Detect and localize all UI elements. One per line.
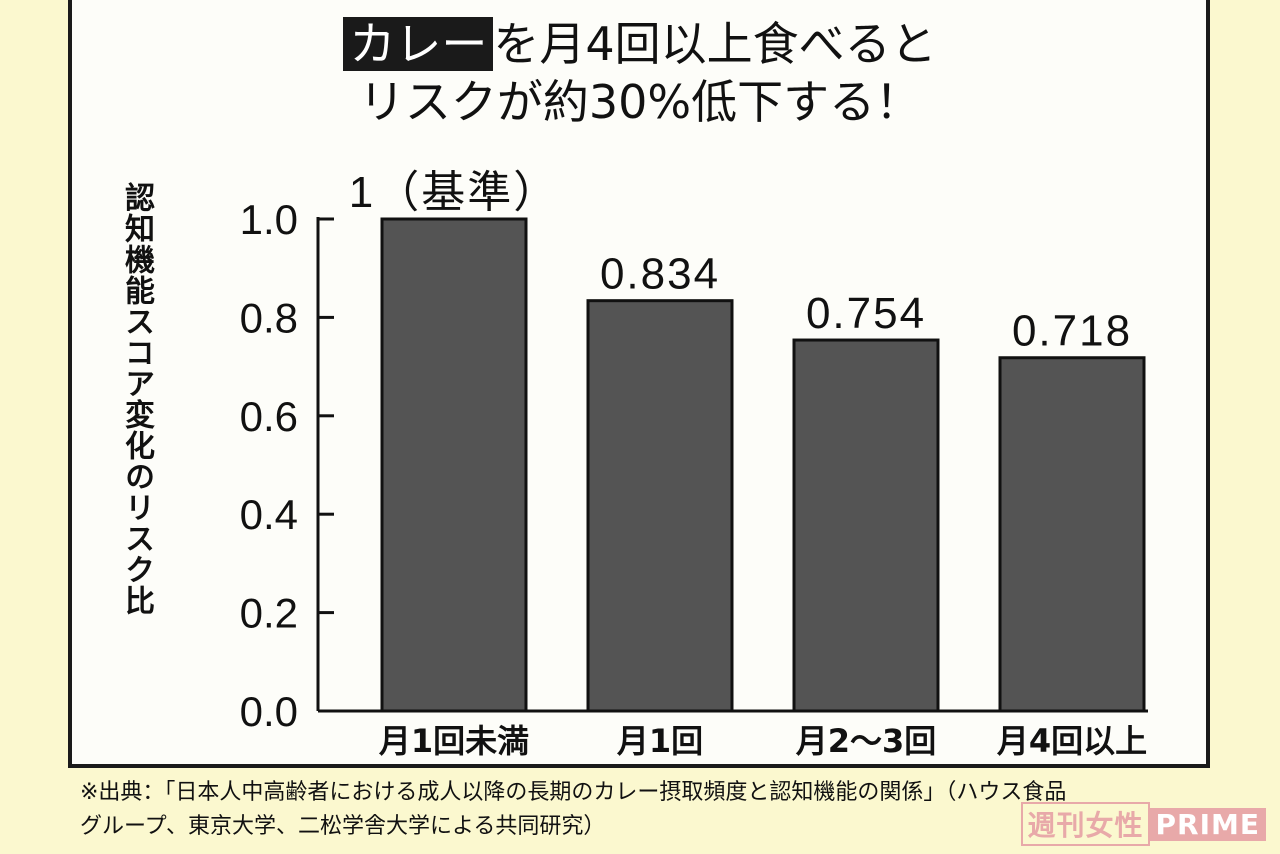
data-label: 1（基準） <box>349 168 559 217</box>
category-label: 月2〜3回 <box>796 722 937 760</box>
y-tick-label: 1.0 <box>240 196 298 243</box>
category-label: 月1回未満 <box>379 722 529 760</box>
category-label: 月4回以上 <box>997 722 1147 760</box>
title-line1-rest: を月4回以上食べると <box>493 17 937 71</box>
y-tick-label: 0.2 <box>240 590 298 637</box>
bar <box>998 356 1146 713</box>
bar <box>380 217 528 713</box>
bar <box>792 338 940 713</box>
watermark-logo: 週刊女性 PRIME <box>1021 802 1266 846</box>
chart-title-line2: リスクが約30%低下する！ <box>358 75 922 129</box>
chart-title-line1: カレー を月4回以上食べると <box>0 16 1280 72</box>
y-tick-label: 0.0 <box>240 688 298 735</box>
data-label: 0.718 <box>1012 307 1132 356</box>
data-label: 0.754 <box>806 289 926 338</box>
y-tick-label: 0.6 <box>240 393 298 440</box>
data-label: 0.834 <box>600 250 720 299</box>
watermark-part1: 週刊女性 <box>1021 802 1150 846</box>
y-axis-label: 認知機能スコア変化のリスク比 <box>119 182 154 616</box>
source-line2: グループ、東京大学、二松学舎大学による共同研究） <box>80 814 606 839</box>
watermark-part2: PRIME <box>1149 807 1266 841</box>
bar <box>586 299 734 713</box>
y-tick-label: 0.8 <box>240 294 298 341</box>
source-line1: ※出典：「日本人中高齢者における成人以降の長期のカレー摂取頻度と認知機能の関係」… <box>80 780 1067 805</box>
category-label: 月1回 <box>617 722 703 760</box>
source-note: ※出典：「日本人中高齢者における成人以降の長期のカレー摂取頻度と認知機能の関係」… <box>80 776 1230 844</box>
y-tick-label: 0.4 <box>240 491 298 538</box>
title-highlight: カレー <box>343 17 494 71</box>
